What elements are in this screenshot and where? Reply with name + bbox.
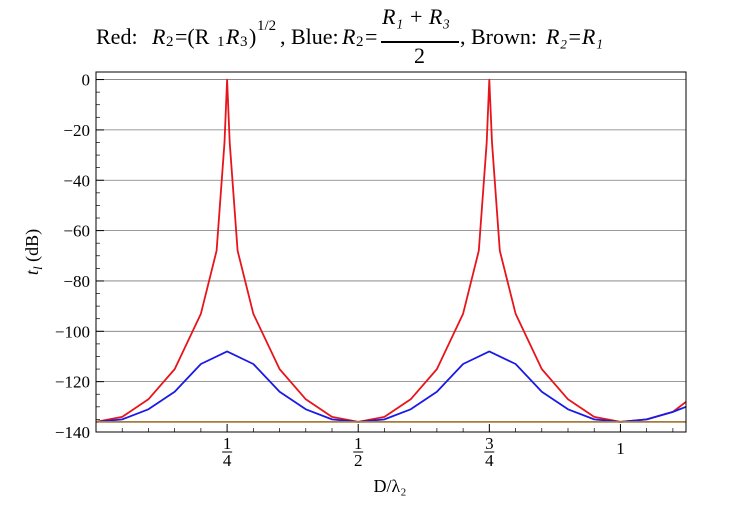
title-blue-prefix: , Blue: [280, 24, 339, 49]
grid-lines [96, 79, 686, 383]
title-red-r2: R [152, 24, 166, 49]
x-tick-num-1: 1 [354, 434, 363, 453]
x-tick-den-2: 4 [485, 451, 494, 470]
title-blue-eq: = [365, 24, 378, 49]
title-red-sub3: 3 [240, 34, 248, 50]
x-tick-num-0: 1 [223, 434, 232, 453]
y-tick-label-3: −60 [63, 222, 90, 241]
title-brown-formula: R₂=R₁ [546, 24, 604, 49]
title-red-sup: 1/2 [257, 18, 277, 34]
title-red-eq: =(R [175, 24, 210, 49]
series-line-1 [95, 350, 687, 423]
title-blue-r2: R [342, 24, 356, 49]
title-blue-denominator: 2 [414, 43, 425, 68]
series-line-0 [95, 78, 687, 423]
y-tick-label-4: −80 [63, 272, 90, 291]
y-tick-label-1: −20 [63, 121, 90, 140]
title-red-sub1: 1 [217, 34, 225, 50]
y-tick-label-6: −120 [55, 373, 90, 392]
x-tick-label-3: 1 [616, 439, 625, 458]
plot-frame [95, 71, 687, 433]
x-tick-den-1: 2 [354, 451, 363, 470]
title-red-paren: ) [249, 24, 257, 49]
title-brown-prefix: , Brown: [460, 24, 537, 49]
y-tick-label-2: −40 [63, 171, 90, 190]
x-axis-label: D/λ₂ [373, 476, 406, 496]
y-axis-label-sub: l [30, 266, 45, 270]
y-tick-label-7: −140 [55, 423, 90, 442]
y-tick-label-0: 0 [82, 71, 91, 90]
title-fraction-bar [381, 41, 459, 43]
series-layer [95, 78, 687, 423]
title-red-prefix: Red: [96, 24, 138, 49]
y-tick-label-5: −100 [55, 322, 90, 341]
title-blue-sub2: 2 [356, 34, 364, 50]
x-tick-num-2: 3 [485, 434, 494, 453]
title-blue-numerator: R₁ + R₃ [382, 4, 451, 29]
y-axis-label: tl (dB) [22, 229, 45, 275]
title-red-sub2: 2 [166, 34, 174, 50]
title-red-r3: R [226, 24, 240, 49]
y-axis-label-unit: (dB) [22, 229, 43, 267]
y-axis-label-main: t [22, 269, 42, 275]
chart-title: Red: R 2 =(R 1 R 3 ) 1/2 , Blue: R 2 = R… [0, 0, 736, 70]
x-tick-den-0: 4 [223, 451, 232, 470]
